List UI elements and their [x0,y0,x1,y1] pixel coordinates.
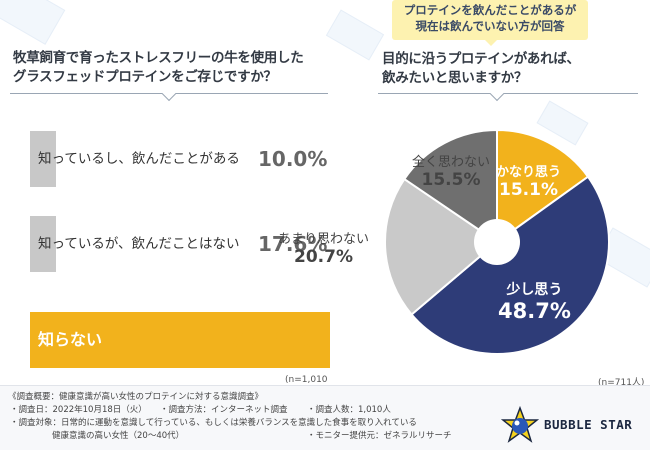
pie-center-hole [474,219,520,265]
pie-slice-not-at-all [402,128,498,244]
intent-sample-size: (n=711人) [598,378,645,388]
survey-provider: ・モニター提供元：ゼネラルリサーチ [307,431,452,441]
pie-label-name: かなり思う [496,165,562,180]
bar-unknown [30,312,330,368]
bar-row: 知らない 72.4% [30,312,330,368]
awareness-question-line1: 牧草飼育で育ったストレスフリーの牛を使用した [13,50,304,66]
intent-question-line2: 飲みたいと思いますか？ [382,70,528,86]
bar-row: 知っているし、飲んだことがある 10.0% [30,131,330,187]
survey-summary-title: 《調査概要：健康意識が高い女性のプロテインに対する意識調査》 [8,392,264,402]
survey-people: ・調査人数：1,010人 [307,405,391,415]
bar-label: 知らない [38,330,103,349]
callout-tail [483,38,499,46]
bar-known-not-drunk [30,216,56,272]
survey-date: ・調査日：2022年10月18日（火） [10,405,147,415]
intent-question-line1: 目的に沿うプロテインがあれば、 [382,51,580,67]
pie-label-name: 全く思わない [412,155,491,170]
survey-target-detail: 健康意識の高い女性（20〜40代） [52,431,185,441]
pie-label-value: 20.7% [294,247,353,267]
callout-line1: プロテインを飲んだことがあるが [403,3,577,17]
bar-row: 知っているが、飲んだことはない 17.6% [30,216,330,272]
bar-value: 72.4% [228,326,312,354]
pie-label-name: あまり思わない [278,232,370,247]
awareness-question: 牧草飼育で育ったストレスフリーの牛を使用した グラスフェッドプロテインをご存じで… [10,44,328,102]
bar-label: 知っているし、飲んだことがある [38,151,240,167]
survey-method: ・調査方法：インターネット調査 [160,405,288,415]
pie-label: 少し思う 48.7% [498,279,571,323]
bar-known-drunk [30,131,56,187]
pie-label: かなり思う 15.1% [496,161,561,200]
pie-label: 全く思わない 15.5% [412,151,490,190]
pie-label-value: 15.5% [421,170,481,190]
brand-logo-text: BUBBLE STAR [544,417,633,432]
awareness-question-line2: グラスフェッドプロテインをご存じですか？ [13,69,277,85]
pie-label-value: 48.7% [498,299,571,323]
bar-label: 知っているが、飲んだことはない [38,236,240,252]
survey-target: ・調査対象：日常的に運動を意識して行っている、もしくは栄養バランスを意識した食事… [10,418,417,428]
intent-question: 目的に沿うプロテインがあれば、 飲みたいと思いますか？ [378,50,638,102]
pie-label: あまり思わない 20.7% [278,228,369,267]
bubble-star-logo-icon [500,406,540,443]
bar-value: 17.6% [258,232,328,256]
bar-value: 10.0% [258,147,328,171]
pie-slice-not-much [384,177,499,316]
pie-label-name: 少し思う [506,282,563,298]
callout-line2: 現在は飲んでいない方が回答 [415,19,565,33]
pie-slice-very-much [496,128,590,244]
pie-slice-somewhat [410,175,610,356]
respondent-callout: プロテインを飲んだことがあるが 現在は飲んでいない方が回答 [392,0,588,40]
awareness-chart-panel: 牧草飼育で育ったストレスフリーの牛を使用した グラスフェッドプロテインをご存じで… [0,0,340,398]
pie-label-value: 15.1% [499,180,558,200]
survey-footer: 《調査概要：健康意識が高い女性のプロテインに対する意識調査》 ・調査日：2022… [0,385,650,450]
